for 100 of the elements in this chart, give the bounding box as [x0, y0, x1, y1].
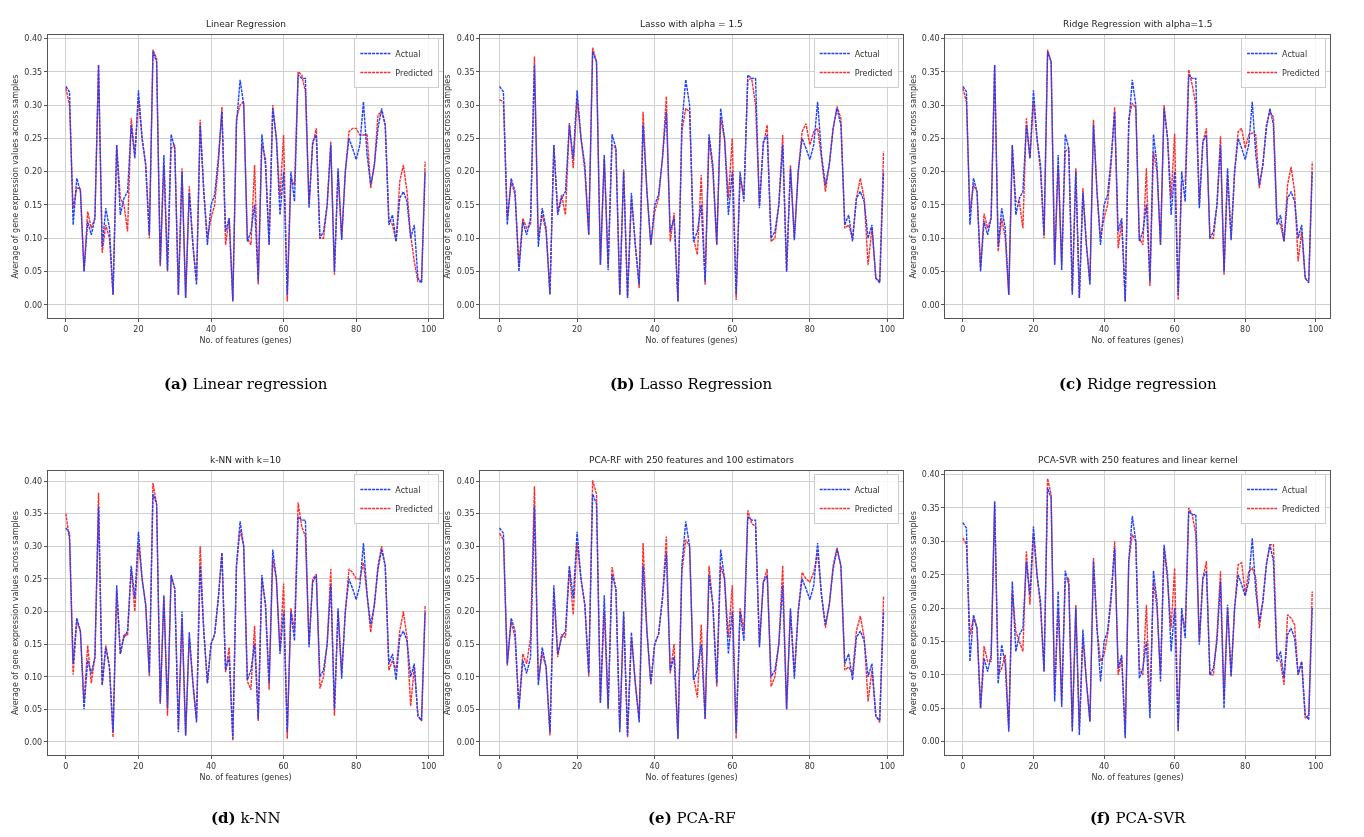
y-axis-title: Average of gene expression values across samples — [11, 511, 21, 716]
x-tick-label: 20 — [1028, 761, 1039, 771]
x-tick-label: 20 — [133, 761, 144, 771]
y-tick-label: 0.40 — [456, 34, 475, 44]
x-tick-label: 60 — [727, 761, 738, 771]
y-tick-label: 0.00 — [456, 737, 475, 747]
chart-title: k-NN with k=10 — [210, 455, 282, 465]
x-tick-label: 100 — [421, 324, 437, 334]
y-tick-label: 0.30 — [921, 100, 940, 110]
y-tick-label: 0.25 — [24, 574, 43, 584]
legend-label: Predicted — [395, 504, 433, 514]
y-axis-title: Average of gene expression values across samples — [11, 74, 21, 279]
y-tick-label: 0.15 — [456, 200, 475, 210]
x-axis-title: No. of features (genes) — [645, 335, 738, 345]
text: (a) Linear regression — [164, 375, 328, 393]
y-tick-label: 0.15 — [24, 200, 43, 210]
x-axis-title: No. of features (genes) — [645, 772, 738, 782]
x-tick-label: 0 — [63, 324, 69, 334]
y-tick-label: 0.00 — [456, 300, 475, 310]
y-tick-label: 0.20 — [921, 167, 940, 177]
y-tick-label: 0.20 — [456, 167, 475, 177]
x-tick-label: 40 — [1098, 324, 1110, 334]
y-tick-label: 0.00 — [921, 737, 940, 747]
y-tick-label: 0.20 — [24, 607, 43, 617]
x-tick-label: 100 — [879, 761, 896, 771]
y-tick-label: 0.40 — [456, 476, 475, 486]
y-tick-label: 0.30 — [921, 537, 940, 547]
y-tick-label: 0.30 — [24, 542, 43, 552]
y-tick-label: 0.10 — [456, 672, 475, 682]
legend-label: Predicted — [854, 504, 893, 514]
x-tick-label: 80 — [351, 761, 362, 771]
y-tick-label: 0.25 — [921, 570, 940, 580]
y-tick-label: 0.35 — [921, 503, 940, 513]
chart-title: Ridge Regression with alpha=1.5 — [1063, 19, 1213, 29]
y-tick-label: 0.10 — [24, 233, 43, 243]
x-tick-label: 100 — [421, 761, 437, 771]
y-tick-label: 0.10 — [456, 233, 475, 243]
y-tick-label: 0.20 — [456, 607, 475, 617]
x-tick-label: 60 — [1169, 324, 1180, 334]
text: (d) k-NN — [211, 809, 281, 827]
legend-label: Actual — [854, 49, 880, 59]
y-tick-label: 0.35 — [456, 67, 475, 77]
legend-label: Predicted — [1282, 68, 1320, 78]
legend-label: Predicted — [854, 68, 893, 78]
text: (b) Lasso Regression — [610, 375, 773, 393]
y-tick-label: 0.15 — [921, 637, 940, 647]
y-tick-label: 0.05 — [456, 267, 475, 277]
x-tick-label: 0 — [960, 324, 966, 334]
y-axis-title: Average of gene expression values across samples — [443, 511, 453, 716]
y-tick-label: 0.15 — [921, 200, 940, 210]
x-tick-label: 60 — [727, 324, 738, 334]
x-tick-label: 60 — [278, 324, 289, 334]
y-tick-label: 0.10 — [24, 672, 43, 682]
x-tick-label: 100 — [879, 324, 896, 334]
x-tick-label: 80 — [351, 324, 362, 334]
x-tick-label: 20 — [1028, 324, 1039, 334]
y-tick-label: 0.40 — [24, 34, 43, 44]
y-tick-label: 0.35 — [24, 509, 43, 519]
x-tick-label: 20 — [572, 324, 583, 334]
chart-title: Linear Regression — [206, 19, 287, 29]
y-tick-label: 0.15 — [24, 639, 43, 649]
y-tick-label: 0.35 — [456, 509, 475, 519]
x-tick-label: 0 — [63, 761, 69, 771]
legend-label: Predicted — [395, 68, 433, 78]
legend-label: Actual — [1282, 485, 1308, 495]
y-tick-label: 0.30 — [456, 542, 475, 552]
text: (c) Ridge regression — [1059, 375, 1217, 393]
x-axis-title: No. of features (genes) — [199, 772, 292, 782]
y-axis-title: Average of gene expression values across samples — [908, 511, 918, 716]
legend-label: Actual — [395, 49, 421, 59]
x-tick-label: 100 — [1308, 324, 1324, 334]
y-tick-label: 0.05 — [24, 705, 43, 715]
y-tick-label: 0.30 — [456, 100, 475, 110]
x-tick-label: 40 — [205, 324, 217, 334]
x-tick-label: 20 — [572, 761, 583, 771]
x-tick-label: 100 — [1308, 761, 1324, 771]
y-tick-label: 0.15 — [456, 639, 475, 649]
y-tick-label: 0.05 — [24, 267, 43, 277]
y-tick-label: 0.05 — [456, 705, 475, 715]
y-tick-label: 0.25 — [24, 134, 43, 144]
x-tick-label: 40 — [649, 761, 660, 771]
x-axis-title: No. of features (genes) — [1091, 335, 1184, 345]
y-tick-label: 0.25 — [921, 134, 940, 144]
legend-label: Actual — [854, 485, 880, 495]
x-axis-title: No. of features (genes) — [1091, 772, 1184, 782]
y-tick-label: 0.00 — [24, 300, 43, 310]
x-tick-label: 20 — [133, 324, 144, 334]
x-tick-label: 40 — [649, 324, 660, 334]
chart-title: PCA-RF with 250 features and 100 estimators — [589, 455, 795, 465]
legend-label: Actual — [1282, 49, 1308, 59]
y-tick-label: 0.00 — [24, 737, 43, 747]
y-tick-label: 0.30 — [24, 100, 43, 110]
y-tick-label: 0.35 — [24, 67, 43, 77]
text: (f) PCA-SVR — [1090, 809, 1186, 827]
x-tick-label: 80 — [1240, 324, 1251, 334]
x-axis-title: No. of features (genes) — [199, 335, 292, 345]
x-tick-label: 40 — [1098, 761, 1110, 771]
y-tick-label: 0.40 — [921, 34, 940, 44]
y-tick-label: 0.20 — [24, 167, 43, 177]
y-tick-label: 0.10 — [921, 670, 940, 680]
